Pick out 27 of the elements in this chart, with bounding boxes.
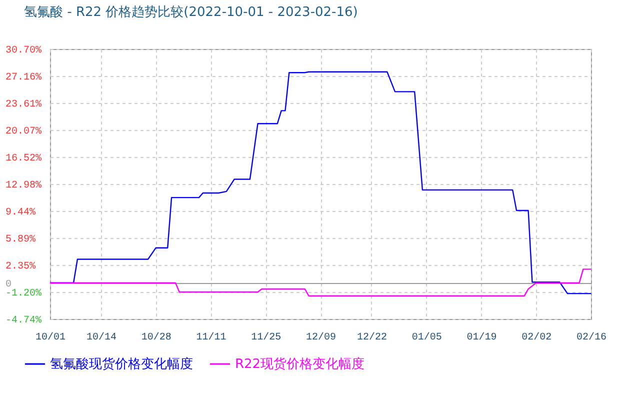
x-tick-label: 02/02 [522, 332, 552, 344]
x-tick-label: 11/25 [251, 332, 282, 344]
y-tick-label: 5.89% [6, 234, 36, 246]
x-tick-label: 12/09 [306, 332, 336, 344]
y-tick-label: 27.16% [6, 72, 42, 84]
y-tick-label: 20.07% [6, 126, 42, 138]
x-tick-label: 01/05 [412, 332, 442, 344]
y-tick-label: 9.44% [6, 207, 36, 218]
y-tick-label: 12.98% [6, 180, 42, 192]
x-tick-label: 10/01 [35, 332, 66, 344]
y-tick-label: 0 [6, 279, 12, 290]
x-tick-label: 12/22 [356, 332, 387, 344]
y-tick-label: 23.61% [6, 100, 42, 111]
y-tick-label: -4.74% [6, 316, 42, 326]
x-tick-label: 10/14 [86, 332, 116, 344]
legend-label: 氢氟酸现货价格变化幅度 [50, 356, 193, 372]
line-series [49, 268, 592, 296]
y-tick-label: 30.70% [6, 46, 42, 56]
y-tick-label: 16.52% [6, 154, 42, 165]
chart-title: 氢氟酸 - R22 价格趋势比较(2022-10-01 - 2023-02-16) [24, 5, 358, 20]
x-tick-label: 10/28 [141, 332, 172, 344]
x-tick-label: 01/19 [466, 332, 497, 344]
x-tick-label: 02/16 [576, 332, 607, 344]
y-tick-label: -1.20% [6, 288, 42, 300]
x-tick-label: 11/11 [196, 332, 226, 344]
y-tick-label: 2.35% [6, 261, 36, 272]
legend-label: R22现货价格变化幅度 [235, 356, 365, 372]
